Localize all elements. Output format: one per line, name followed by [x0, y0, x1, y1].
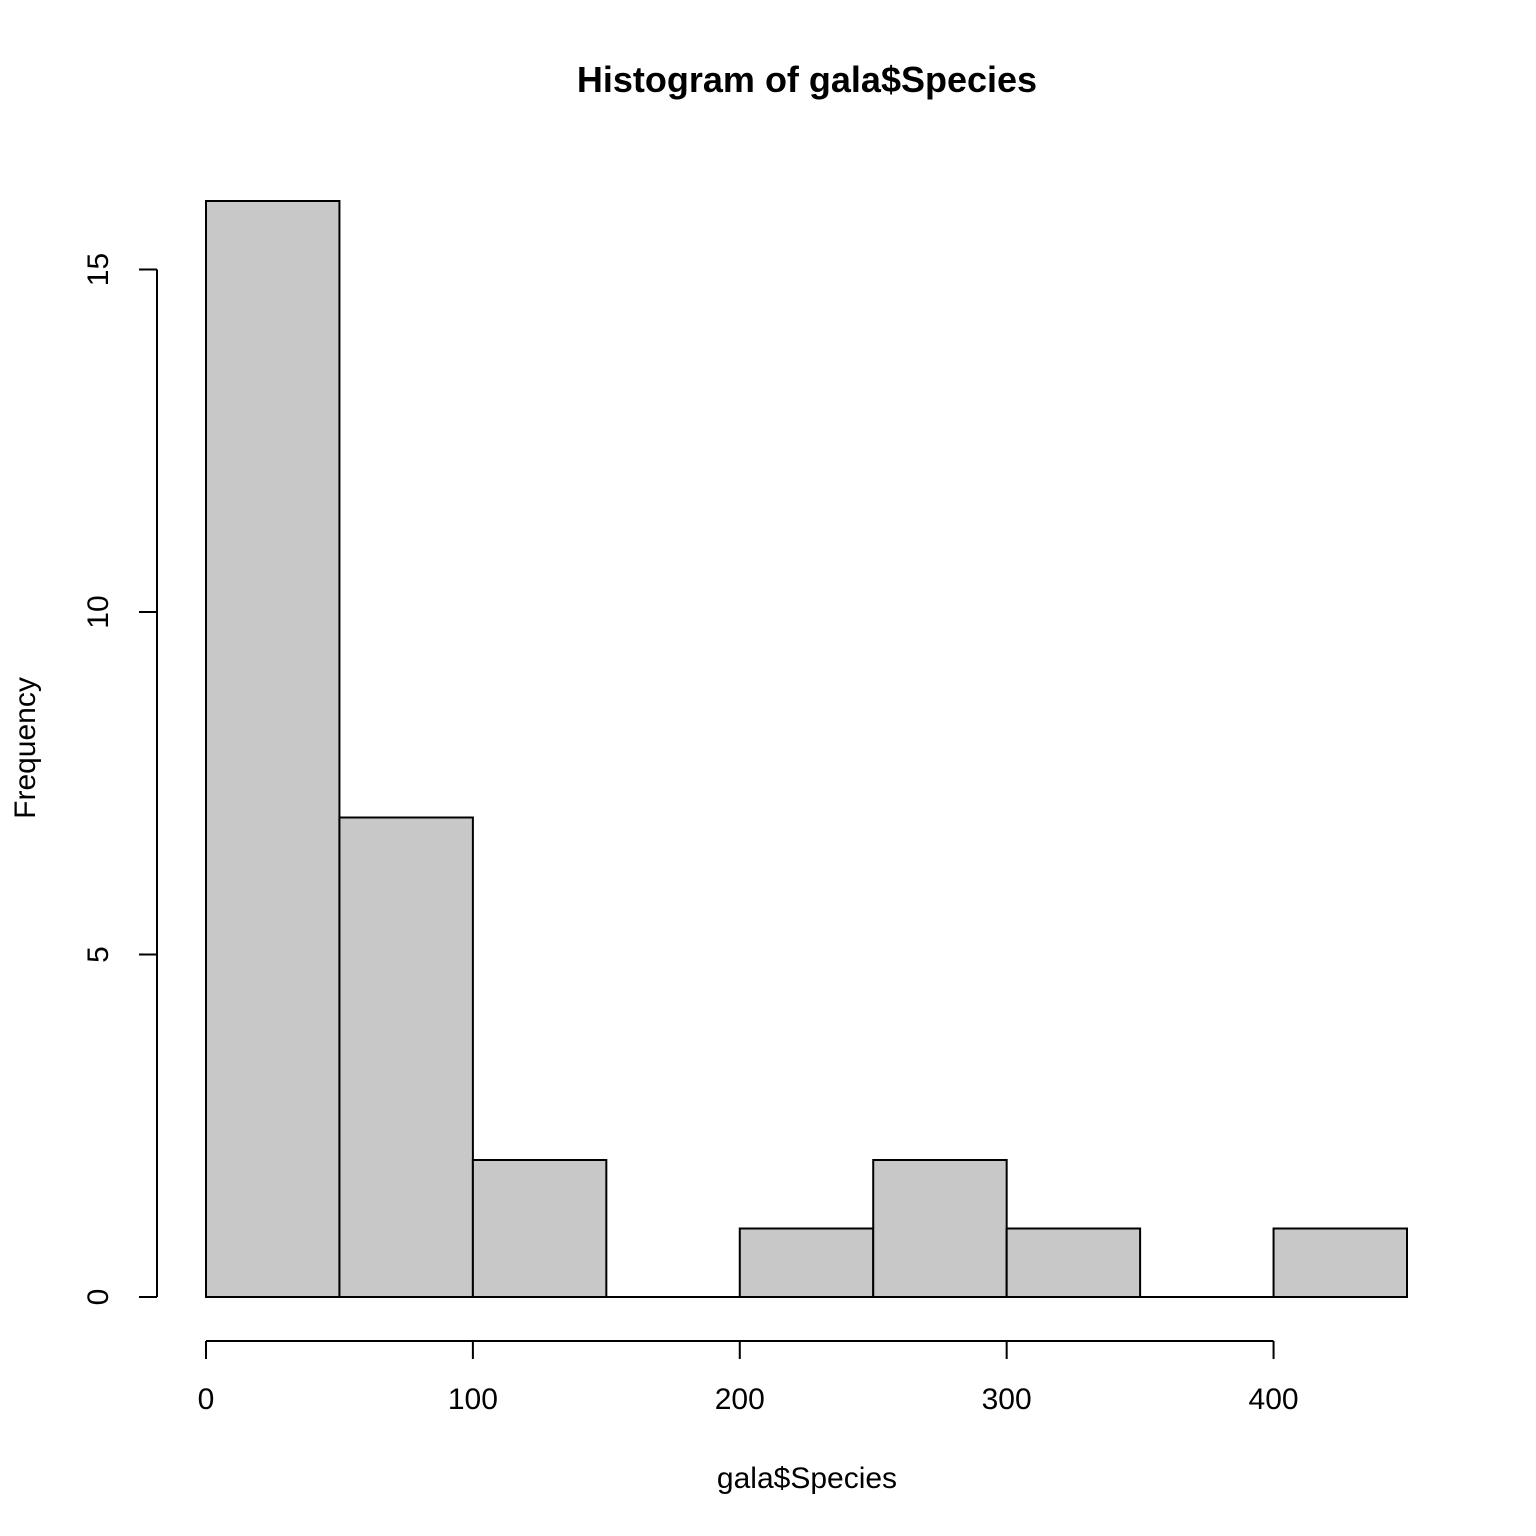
histogram-bar	[205, 200, 341, 1298]
x-tick-label: 400	[1249, 1383, 1299, 1416]
x-axis-label: gala$Species	[717, 1462, 897, 1495]
y-tick-label: 5	[82, 946, 115, 963]
x-axis: 0 100 200 300 400	[198, 1340, 1299, 1416]
x-tick-label: 0	[198, 1383, 215, 1416]
x-tick-label: 200	[715, 1383, 765, 1416]
histogram-bar	[738, 1227, 875, 1298]
histogram-bar	[471, 1159, 608, 1298]
histogram-bar	[1005, 1227, 1142, 1298]
y-tick-label: 15	[82, 253, 115, 286]
y-axis: 0 5 10 15	[82, 253, 158, 1306]
y-axis-label: Frequency	[9, 677, 42, 819]
bars-group	[205, 200, 1408, 1298]
histogram-bar	[338, 816, 474, 1298]
chart-title: Histogram of gala$Species	[577, 59, 1037, 100]
x-tick-label: 100	[448, 1383, 498, 1416]
x-tick-label: 300	[982, 1383, 1032, 1416]
histogram-bar	[872, 1159, 1008, 1298]
y-tick-label: 10	[82, 595, 115, 628]
y-tick-label: 0	[82, 1289, 115, 1306]
histogram-bar	[1272, 1227, 1408, 1298]
